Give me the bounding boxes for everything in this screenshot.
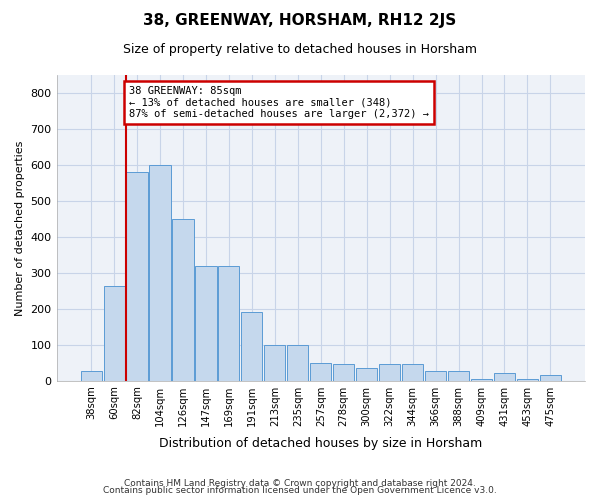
Bar <box>172 219 194 380</box>
Bar <box>471 379 492 380</box>
Bar <box>425 370 446 380</box>
Text: Contains public sector information licensed under the Open Government Licence v3: Contains public sector information licen… <box>103 486 497 495</box>
Bar <box>356 368 377 380</box>
Bar <box>379 364 400 380</box>
Bar <box>333 364 354 380</box>
Bar <box>264 344 286 380</box>
Bar <box>149 165 170 380</box>
Bar <box>448 370 469 380</box>
Bar <box>218 266 239 380</box>
Bar <box>402 364 423 380</box>
Bar <box>196 266 217 380</box>
Bar <box>127 172 148 380</box>
Text: 38, GREENWAY, HORSHAM, RH12 2JS: 38, GREENWAY, HORSHAM, RH12 2JS <box>143 12 457 28</box>
Bar <box>494 374 515 380</box>
Text: 38 GREENWAY: 85sqm
← 13% of detached houses are smaller (348)
87% of semi-detach: 38 GREENWAY: 85sqm ← 13% of detached hou… <box>129 86 429 119</box>
Bar <box>104 286 125 380</box>
Text: Contains HM Land Registry data © Crown copyright and database right 2024.: Contains HM Land Registry data © Crown c… <box>124 478 476 488</box>
Y-axis label: Number of detached properties: Number of detached properties <box>15 140 25 316</box>
Bar <box>540 376 561 380</box>
Text: Size of property relative to detached houses in Horsham: Size of property relative to detached ho… <box>123 42 477 56</box>
Bar <box>310 362 331 380</box>
Bar <box>517 379 538 380</box>
Bar <box>80 371 101 380</box>
Bar <box>241 312 262 380</box>
Bar <box>287 344 308 380</box>
X-axis label: Distribution of detached houses by size in Horsham: Distribution of detached houses by size … <box>159 437 482 450</box>
